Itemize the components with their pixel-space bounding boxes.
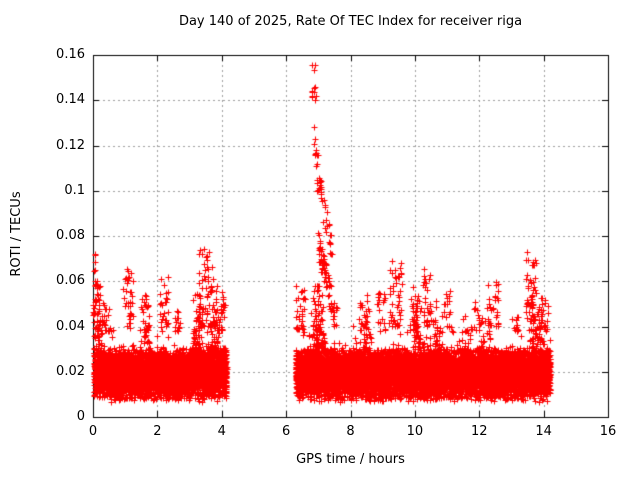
- y-tick-label: 0.12: [56, 137, 85, 153]
- x-tick-label: 2: [153, 424, 162, 439]
- x-tick-label: 16: [599, 424, 617, 439]
- x-tick-label: 14: [535, 424, 552, 439]
- y-tick-label: 0.06: [56, 273, 85, 289]
- y-tick-label: 0: [76, 409, 85, 424]
- y-tick-label: 0.08: [56, 228, 85, 243]
- x-tick-label: 6: [281, 424, 291, 439]
- x-tick-label: 0: [88, 424, 98, 439]
- y-tick-label: 0.1: [64, 182, 85, 198]
- y-tick-label: 0.16: [56, 47, 85, 62]
- x-tick-label: 8: [346, 424, 355, 439]
- x-tick-label: 12: [470, 424, 488, 439]
- y-tick-label: 0.02: [56, 363, 85, 379]
- x-axis-label: GPS time / hours: [296, 452, 405, 467]
- y-tick-label: 0.14: [56, 92, 85, 108]
- x-tick-label: 10: [406, 424, 424, 439]
- x-tick-label: 4: [217, 424, 226, 439]
- chart-title: Day 140 of 2025, Rate Of TEC Index for r…: [178, 14, 523, 29]
- y-tick-label: 0.04: [56, 318, 85, 334]
